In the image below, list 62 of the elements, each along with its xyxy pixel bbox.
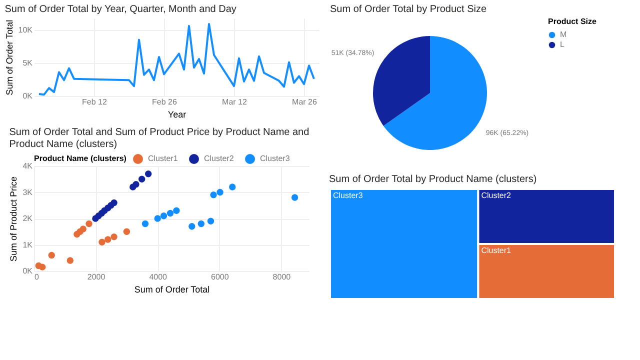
x-tick-label: 2000 <box>87 272 106 282</box>
legend-title: Product Name (clusters) <box>34 154 127 163</box>
legend-label: Cluster3 <box>260 154 290 163</box>
point <box>210 192 217 198</box>
y-tick-label: 0K <box>22 266 34 276</box>
pie-slice <box>373 36 430 126</box>
y-tick-label: 10K <box>18 25 34 34</box>
legend-title: Product Size <box>548 17 598 26</box>
legend-label: Cluster2 <box>204 154 234 163</box>
pie-slice <box>383 36 487 150</box>
y-tick-label: 4K <box>22 162 34 170</box>
point <box>48 252 55 259</box>
x-axis-title: Year <box>168 110 186 120</box>
point <box>132 181 140 188</box>
point <box>142 220 149 228</box>
x-tick-label: Mar 26 <box>292 98 318 106</box>
point <box>173 207 180 214</box>
point <box>104 236 112 243</box>
chart-title: Sum of Order Total by Product Size <box>330 4 487 15</box>
chart-title: Sum of Order Total by Year, Quarter, Month and Day <box>4 4 236 15</box>
point <box>207 218 214 224</box>
point <box>144 170 152 178</box>
category-label: Cluster1 <box>481 246 512 255</box>
point <box>198 220 205 228</box>
point <box>123 228 130 235</box>
point <box>98 238 106 246</box>
x-tick-label: 8000 <box>272 272 292 282</box>
x-tick-label: 4000 <box>149 272 168 282</box>
legend-label: L <box>560 40 565 49</box>
chart-title: Sum of Order Total and Sum of Product Price by Product Name and Product Name (clusters) <box>9 127 310 150</box>
text: Sum of Order Total by Product Name (clusters) <box>329 174 537 185</box>
point <box>188 223 196 230</box>
x-tick-label: Feb 26 <box>152 98 178 106</box>
point <box>138 176 146 182</box>
y-tick-label: 1K <box>22 240 34 250</box>
point <box>154 215 161 222</box>
legend-label: M <box>560 30 567 39</box>
point <box>66 257 74 264</box>
x-tick-label: 0 <box>34 272 40 282</box>
y-axis-title: Sum of Order Total <box>4 20 14 96</box>
point <box>229 184 236 190</box>
point <box>38 264 46 270</box>
category-label: Cluster2 <box>481 191 512 200</box>
x-tick-label: 6000 <box>210 272 230 282</box>
point <box>80 226 86 232</box>
y-tick-label: 5K <box>22 58 34 68</box>
y-tick-label: 2K <box>22 214 34 223</box>
x-tick-label: Mar 12 <box>222 98 248 106</box>
point <box>110 199 118 206</box>
y-tick-label: 0K <box>22 92 34 100</box>
x-tick-label: Feb 12 <box>82 98 108 106</box>
y-axis-title: Sum of Product Price <box>8 176 19 262</box>
point <box>291 194 298 201</box>
point <box>166 210 174 217</box>
point <box>86 220 92 228</box>
legend-label: Cluster1 <box>148 154 178 163</box>
point <box>216 188 224 196</box>
point <box>160 212 168 220</box>
point <box>110 234 118 240</box>
x-axis-title: Sum of Order Total <box>134 284 210 294</box>
y-tick-label: 3K <box>22 188 34 197</box>
category-label: Cluster3 <box>333 191 364 200</box>
